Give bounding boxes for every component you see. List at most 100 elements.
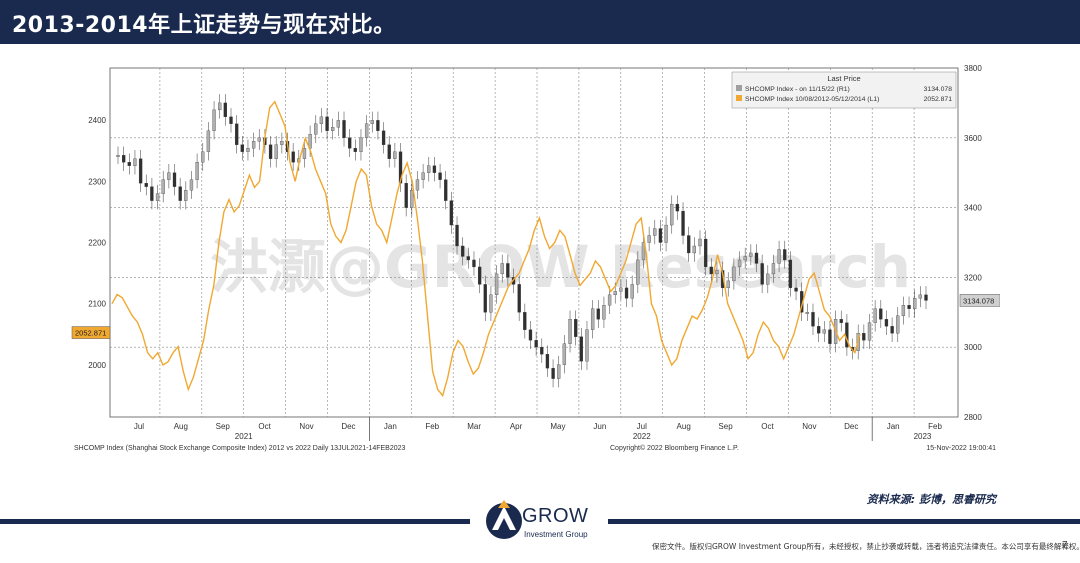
- candle-body: [703, 238, 708, 268]
- candle-body: [743, 256, 747, 261]
- candle-body: [184, 189, 188, 201]
- candle-body: [421, 172, 425, 180]
- legend-swatch: [736, 95, 742, 101]
- candle-body: [896, 315, 900, 334]
- candle-body: [862, 333, 866, 341]
- candle-body: [432, 165, 437, 173]
- x-tick-label: Oct: [761, 422, 774, 431]
- x-tick-label: Sep: [718, 422, 733, 431]
- candle-body: [268, 144, 273, 159]
- header-bar: 2013-2014年上证走势与现在对比。: [0, 0, 1080, 44]
- x-year-label: 2021: [235, 432, 253, 441]
- candle-body: [766, 273, 770, 285]
- candle-body: [585, 329, 589, 362]
- x-tick-label: Jan: [887, 422, 900, 431]
- x-tick-label: Jun: [593, 422, 606, 431]
- candle-body: [376, 120, 380, 131]
- grow-logo-icon: [486, 500, 522, 539]
- candle-body: [754, 252, 759, 264]
- candle-body: [206, 130, 211, 152]
- candle-body: [127, 162, 131, 166]
- candle-body: [873, 308, 877, 323]
- candle-body: [172, 172, 177, 187]
- chart-caption-right: 15-Nov-2022 19:00:41: [926, 445, 996, 452]
- y-left-tick-label: 2300: [88, 177, 106, 186]
- x-tick-label: Jan: [384, 422, 397, 431]
- candle-body: [144, 183, 148, 187]
- candle-body: [195, 162, 199, 180]
- candle-body: [415, 179, 420, 191]
- candle-body: [201, 151, 205, 163]
- candle-body: [749, 252, 753, 257]
- page-title: 2013-2014年上证走势与现在对比。: [12, 13, 396, 38]
- candle-body: [251, 141, 256, 149]
- candle-body: [246, 148, 250, 152]
- candle-body: [630, 284, 634, 299]
- left-last-value-label: 2052.871: [75, 329, 106, 338]
- x-tick-label: Apr: [510, 422, 523, 431]
- footer-disclaimer: 保密文件。版权归GROW Investment Group所有，未经授权，禁止抄…: [652, 542, 1080, 551]
- x-year-label: 2023: [914, 432, 932, 441]
- y-right-tick-label: 3400: [964, 204, 982, 213]
- x-tick-label: Feb: [425, 422, 439, 431]
- y-right-tick-label: 2800: [964, 413, 982, 422]
- x-tick-label: Nov: [802, 422, 816, 431]
- y-right-tick-label: 3200: [964, 273, 982, 282]
- candle-body: [890, 326, 894, 334]
- candle-body: [449, 200, 454, 226]
- candle-body: [884, 319, 889, 327]
- candle-body: [314, 123, 318, 135]
- candle-body: [325, 116, 329, 131]
- candle-body: [189, 179, 194, 191]
- candle-body: [924, 294, 928, 301]
- candle-body: [879, 308, 883, 320]
- candle-body: [816, 326, 821, 334]
- candle-body: [387, 144, 391, 159]
- candle-body: [494, 273, 499, 296]
- candle-body: [427, 165, 431, 173]
- candle-body: [687, 235, 691, 254]
- candle-body: [410, 189, 414, 208]
- candle-body: [235, 123, 239, 145]
- candle-body: [867, 322, 872, 341]
- candle-body: [783, 249, 787, 261]
- page-number: 7: [1062, 540, 1068, 551]
- candle-body: [839, 319, 843, 323]
- candle-body: [574, 319, 578, 337]
- candle-body: [319, 116, 324, 124]
- candle-body: [489, 294, 493, 313]
- candle-body: [828, 329, 832, 344]
- candle-body: [670, 203, 674, 226]
- plot-area: [109, 67, 959, 418]
- candle-body: [641, 242, 646, 261]
- candle-body: [907, 305, 911, 309]
- candle-body: [811, 312, 815, 327]
- candle-body: [805, 312, 809, 314]
- candle-body: [393, 151, 397, 159]
- candle-body: [302, 148, 307, 159]
- candle-body: [557, 364, 561, 379]
- candle-body: [483, 284, 487, 313]
- candle-body: [596, 308, 600, 320]
- candle-body: [760, 263, 764, 285]
- candle-body: [647, 235, 651, 243]
- candle-body: [624, 287, 629, 299]
- candle-body: [466, 256, 470, 261]
- candle-body: [506, 263, 510, 278]
- candle-body: [613, 291, 617, 296]
- x-tick-label: Dec: [341, 422, 355, 431]
- x-tick-label: Jul: [637, 422, 647, 431]
- candle-body: [381, 130, 386, 145]
- candle-body: [280, 141, 284, 145]
- candle-body: [788, 259, 793, 289]
- x-year-label: 2022: [633, 432, 651, 441]
- candle-body: [438, 172, 442, 180]
- candle-body: [240, 144, 244, 152]
- candle-body: [404, 183, 408, 208]
- x-tick-label: Mar: [467, 422, 481, 431]
- source-caption: 资料来源: 彭博，思睿研究: [866, 493, 996, 506]
- candle-body: [122, 155, 126, 163]
- legend-label: SHCOMP Index 10/08/2012-05/12/2014 (L1): [745, 96, 879, 103]
- candle-body: [534, 340, 538, 348]
- x-tick-label: May: [550, 422, 565, 431]
